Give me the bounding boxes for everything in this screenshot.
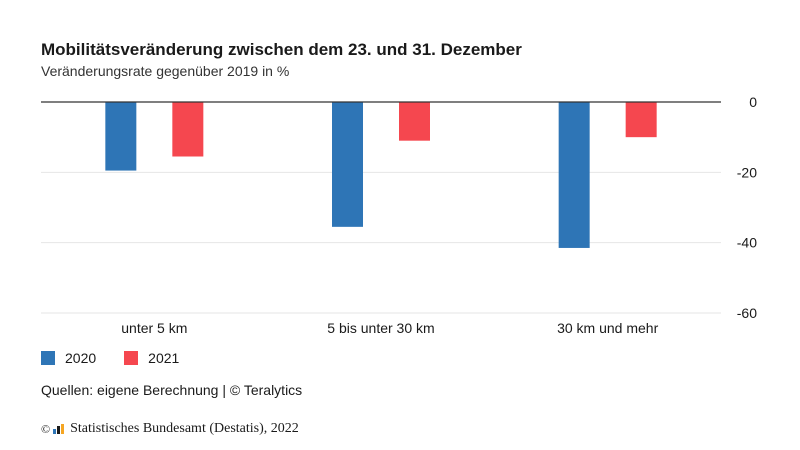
bar-2021-3 <box>625 102 657 138</box>
footer-text: Statistisches Bundesamt (Destatis), 2022 <box>70 421 299 436</box>
bar-2021-2 <box>399 102 430 141</box>
chart-subtitle: Veränderungsrate gegenüber 2019 in % <box>41 63 290 79</box>
bar-2020-3 <box>558 102 590 248</box>
legend-swatch-2021 <box>124 351 139 365</box>
legend: 2020 2021 <box>41 350 179 366</box>
x-category-label: 5 bis unter 30 km <box>327 320 434 336</box>
x-category-label: 30 km und mehr <box>557 320 658 336</box>
legend-label-2020: 2020 <box>65 350 97 366</box>
footer: © Statistisches Bundesamt (Destatis), 20… <box>41 421 299 437</box>
destatis-logo-icon <box>53 424 65 434</box>
legend-item-2020: 2020 <box>41 350 96 366</box>
y-tick-label: -60 <box>737 305 757 321</box>
y-tick-label: 0 <box>749 94 757 110</box>
y-tick-label: -40 <box>737 235 757 251</box>
source-note: Quellen: eigene Berechnung | © Teralytic… <box>41 382 303 398</box>
y-tick-label: -20 <box>737 164 757 180</box>
legend-swatch-2020 <box>41 351 55 365</box>
bar-2020-1 <box>105 102 137 171</box>
legend-item-2021: 2021 <box>124 350 179 366</box>
chart-title: Mobilitätsveränderung zwischen dem 23. u… <box>41 40 522 59</box>
copyright-symbol: © <box>41 421 51 436</box>
bar-2020-2 <box>332 102 363 227</box>
bar-2021-1 <box>172 102 204 157</box>
x-category-label: unter 5 km <box>121 320 187 336</box>
legend-label-2021: 2021 <box>148 350 180 366</box>
